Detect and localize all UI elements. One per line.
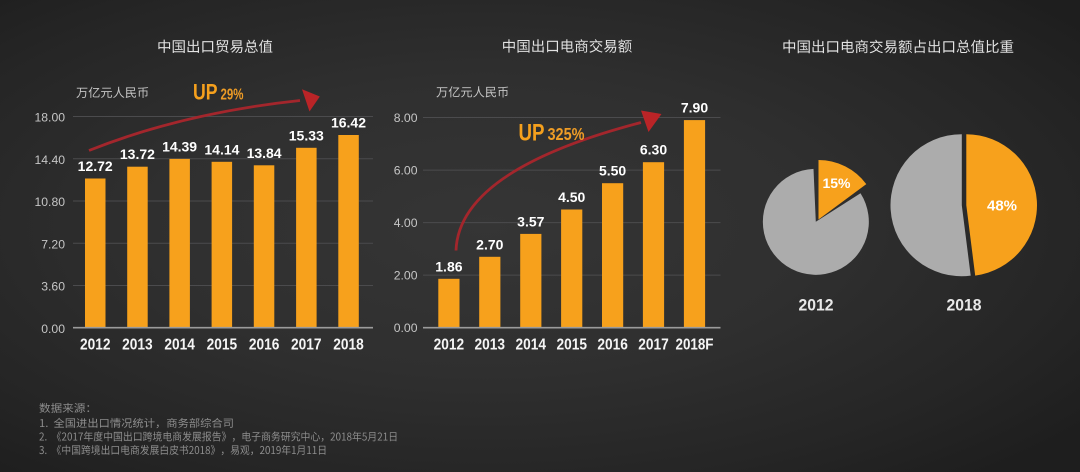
svg-text:UP: UP xyxy=(519,120,545,147)
svg-text:2012: 2012 xyxy=(434,337,465,354)
svg-text:14.14: 14.14 xyxy=(204,141,239,157)
svg-text:5.50: 5.50 xyxy=(599,163,626,179)
svg-text:4.00: 4.00 xyxy=(394,216,418,230)
svg-text:2.00: 2.00 xyxy=(394,269,418,283)
svg-text:0.00: 0.00 xyxy=(394,321,418,335)
svg-text:2013: 2013 xyxy=(475,337,506,354)
svg-text:2018: 2018 xyxy=(947,297,982,315)
svg-text:15%: 15% xyxy=(822,175,851,191)
svg-text:2014: 2014 xyxy=(516,337,547,354)
svg-text:2013: 2013 xyxy=(122,337,153,354)
svg-text:13.84: 13.84 xyxy=(247,145,282,161)
svg-text:4.50: 4.50 xyxy=(558,189,585,205)
svg-text:2016: 2016 xyxy=(249,337,280,354)
svg-text:2017: 2017 xyxy=(291,337,322,354)
svg-text:2017: 2017 xyxy=(638,337,669,354)
svg-text:2018F: 2018F xyxy=(676,337,714,354)
svg-text:14.39: 14.39 xyxy=(162,138,197,154)
svg-text:8.00: 8.00 xyxy=(394,111,418,125)
svg-text:15.33: 15.33 xyxy=(289,127,324,143)
svg-text:2014: 2014 xyxy=(164,337,195,354)
svg-text:12.72: 12.72 xyxy=(78,158,113,174)
svg-text:18.00: 18.00 xyxy=(35,111,66,125)
svg-text:14.40: 14.40 xyxy=(35,153,66,167)
svg-text:29%: 29% xyxy=(221,87,244,104)
svg-text:UP: UP xyxy=(193,80,218,105)
svg-text:13.72: 13.72 xyxy=(120,146,155,162)
svg-text:10.80: 10.80 xyxy=(35,195,66,209)
svg-text:0.00: 0.00 xyxy=(41,322,65,336)
svg-text:2012: 2012 xyxy=(799,296,834,314)
svg-text:3.57: 3.57 xyxy=(517,213,544,229)
svg-text:325%: 325% xyxy=(548,124,585,144)
svg-text:48%: 48% xyxy=(987,197,1017,214)
svg-text:2015: 2015 xyxy=(556,337,587,354)
svg-text:7.20: 7.20 xyxy=(41,237,65,251)
svg-text:3.60: 3.60 xyxy=(41,280,65,294)
svg-text:2018: 2018 xyxy=(333,337,364,354)
svg-text:16.42: 16.42 xyxy=(331,115,366,131)
svg-text:6.30: 6.30 xyxy=(640,142,667,158)
svg-text:2016: 2016 xyxy=(597,337,628,354)
svg-text:2015: 2015 xyxy=(207,337,238,354)
svg-text:2012: 2012 xyxy=(80,337,111,354)
svg-text:6.00: 6.00 xyxy=(394,163,418,177)
svg-text:1.86: 1.86 xyxy=(435,258,462,274)
svg-text:7.90: 7.90 xyxy=(681,100,708,116)
svg-text:2.70: 2.70 xyxy=(476,236,503,252)
